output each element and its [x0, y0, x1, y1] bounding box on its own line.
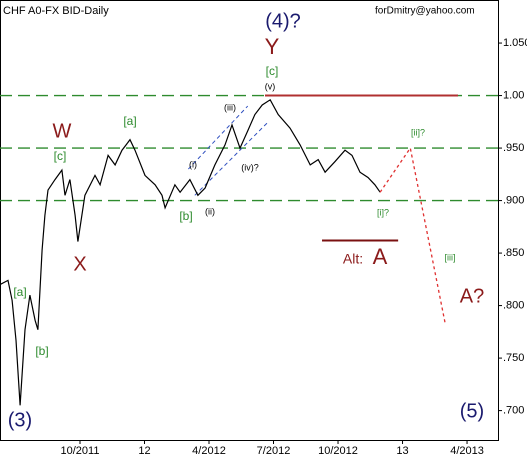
wave-label: forDmitry@yahoo.com — [375, 6, 475, 17]
wave-label: (iv)? — [241, 162, 259, 172]
wave-label: [c] — [54, 149, 67, 163]
x-tick-label: 12 — [138, 445, 150, 457]
x-tick-label: 4/2012 — [192, 445, 226, 457]
wave-label: [b] — [179, 209, 192, 223]
price-line — [0, 98, 381, 406]
x-tick-label: 4/2013 — [450, 445, 484, 457]
wave-label: W — [53, 120, 72, 142]
y-tick-label: .800 — [503, 299, 524, 311]
wave-label: [a] — [123, 114, 136, 128]
x-tick-label: 10/2012 — [318, 445, 358, 457]
wave-label: [iii] — [445, 252, 456, 262]
wave-label: X — [73, 253, 86, 275]
y-tick-label: .900 — [503, 194, 524, 206]
wave-label: [i]? — [377, 207, 389, 217]
wave-label: (3) — [8, 409, 32, 431]
wave-label: [c] — [266, 64, 279, 78]
wave-label: (iii) — [224, 102, 236, 112]
channel-line — [187, 105, 249, 170]
plot-frame — [0, 0, 499, 441]
x-tick-label: 10/2011 — [61, 445, 100, 457]
wave-label: [ii]? — [411, 127, 425, 137]
y-tick-label: .750 — [503, 352, 524, 364]
channel-line — [194, 121, 269, 196]
wave-label: (4)? — [265, 10, 301, 32]
wave-label: A — [373, 244, 388, 269]
wave-label: A? — [460, 285, 484, 307]
wave-label: (5) — [460, 400, 484, 422]
x-tick-label: 13 — [396, 445, 408, 457]
wave-label: (i) — [189, 159, 197, 169]
y-tick-label: .700 — [503, 405, 524, 417]
price-line — [379, 146, 447, 325]
wave-label: [b] — [35, 344, 48, 358]
wave-label: Y — [265, 34, 280, 59]
y-tick-label: .850 — [503, 247, 524, 259]
y-tick-label: .950 — [503, 142, 524, 154]
chart-title: CHF A0-FX BID-Daily — [3, 5, 109, 17]
wave-label: (v) — [265, 81, 276, 91]
wave-label: Alt: — [343, 251, 363, 267]
y-tick-label: 1.00 — [503, 89, 524, 101]
x-tick-label: 7/2012 — [257, 445, 291, 457]
y-tick-label: 1.050 — [503, 37, 527, 49]
wave-label: [a] — [13, 285, 26, 299]
wave-label: (ii) — [205, 206, 215, 216]
